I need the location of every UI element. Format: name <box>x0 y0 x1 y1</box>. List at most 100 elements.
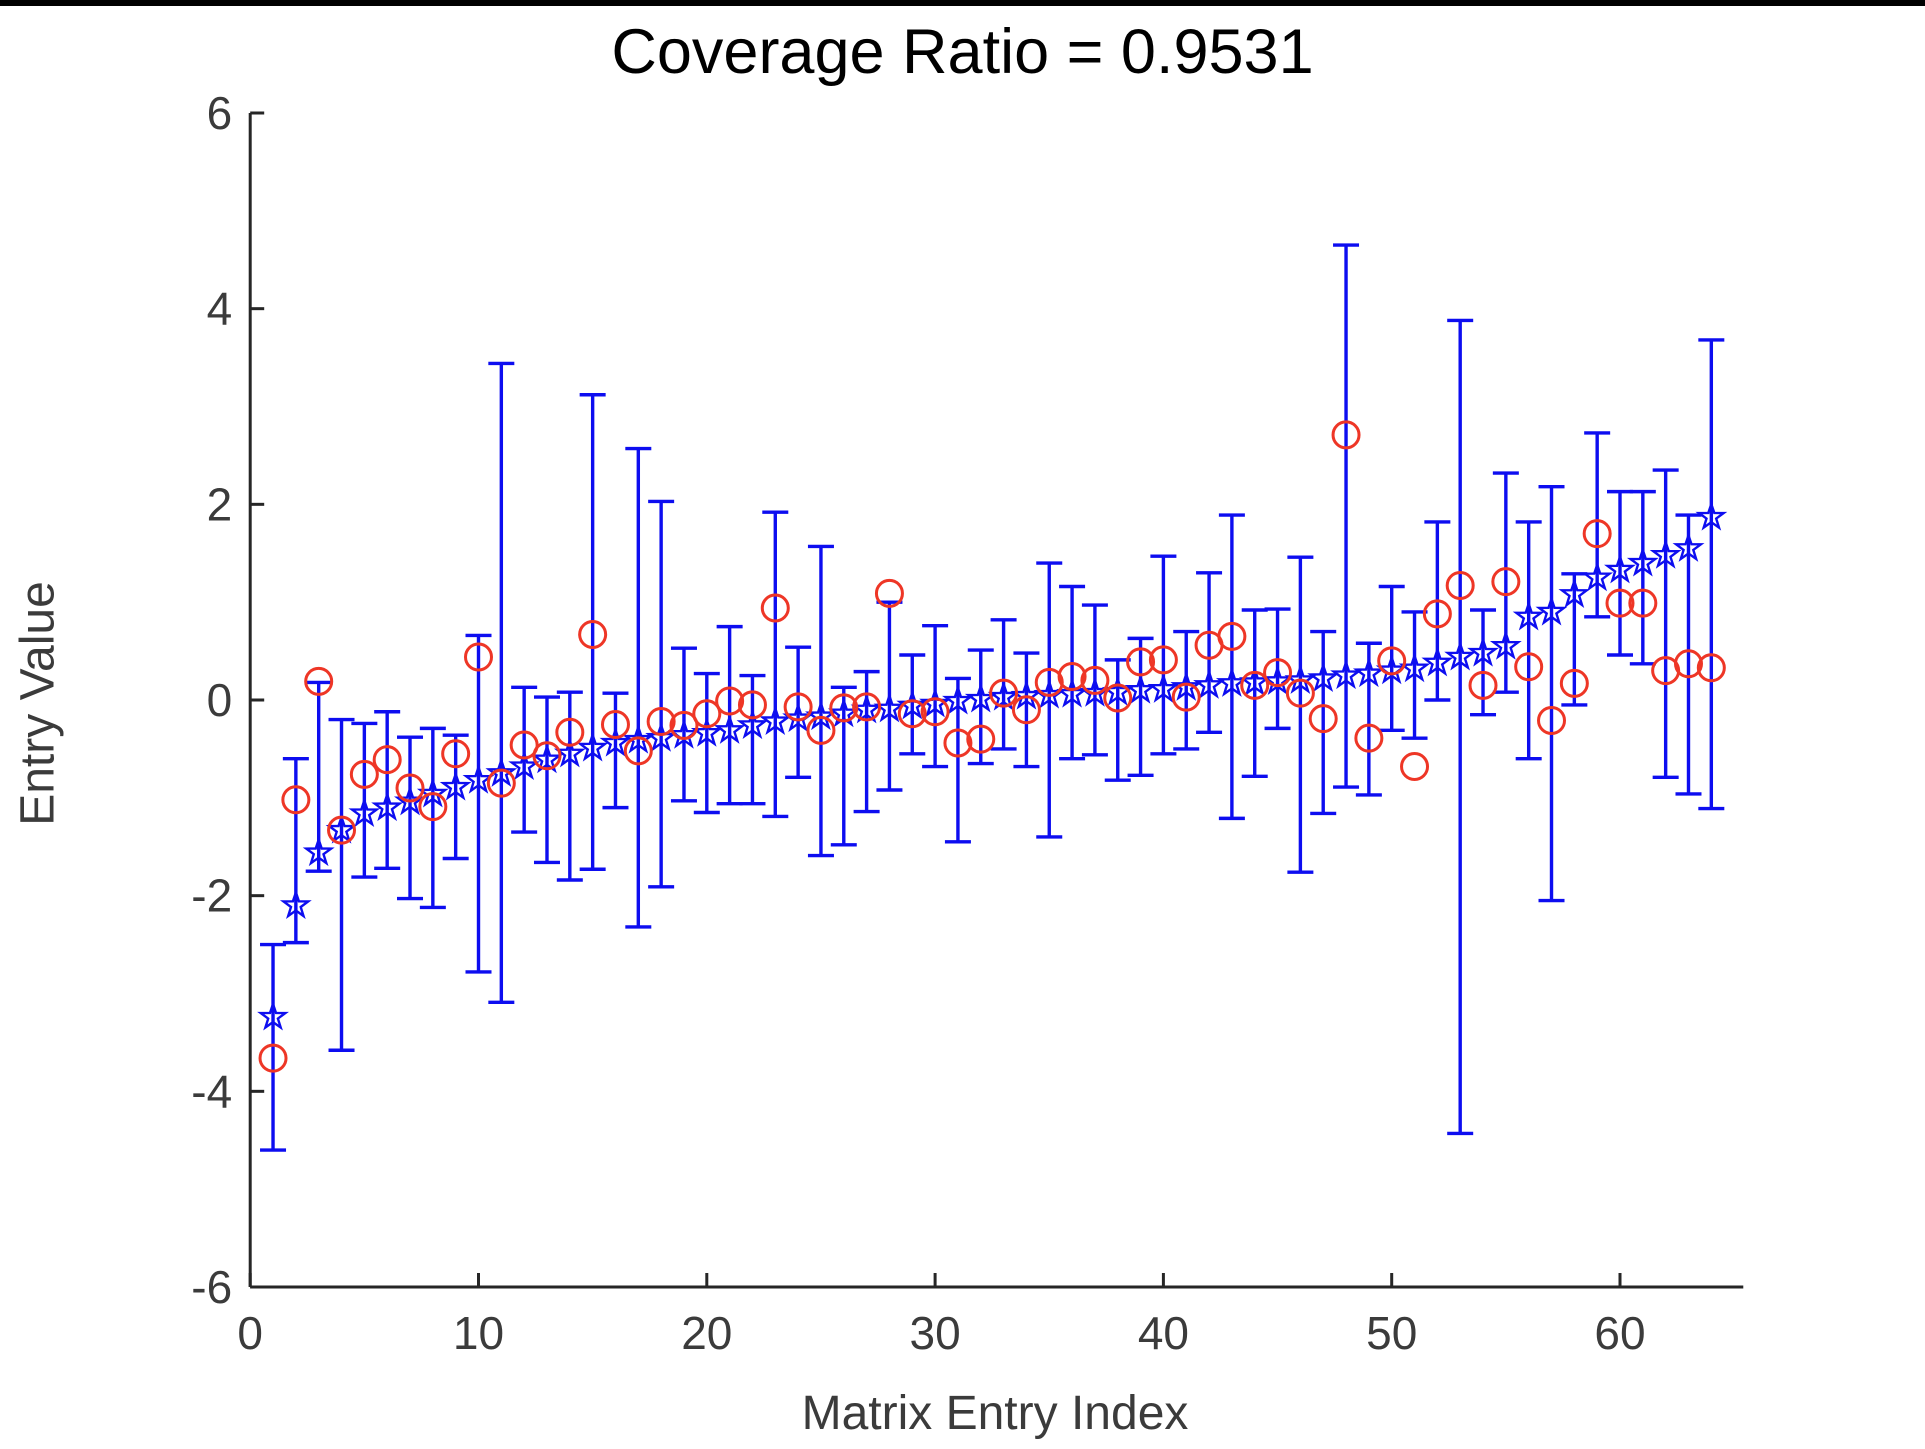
estimate-star-marker <box>1672 531 1705 562</box>
error-bar <box>260 942 287 1152</box>
error-bar <box>442 733 469 861</box>
estimate-star-marker <box>1535 595 1568 626</box>
true-value-circle-marker <box>1537 706 1567 736</box>
true-value-circle-marker <box>1240 670 1270 700</box>
error-bar <box>944 676 971 844</box>
estimate-star-marker <box>371 790 404 822</box>
estimate-star-marker <box>485 756 518 787</box>
error-bar <box>579 393 606 871</box>
estimate-star-marker <box>668 718 700 749</box>
true-value-circle-marker <box>646 707 676 737</box>
x-tick-label: 0 <box>237 1307 263 1359</box>
true-value-circle-marker <box>760 593 790 623</box>
error-bars <box>260 243 1725 1152</box>
estimate-star-marker <box>348 796 381 828</box>
true-value-circle-markers <box>258 420 1726 1073</box>
true-value-circle-marker <box>600 709 630 739</box>
true-value-circle-marker <box>509 730 539 760</box>
true-value-circle-marker <box>1673 649 1703 679</box>
estimate-star-marker <box>599 726 632 757</box>
true-value-circle-marker <box>669 710 699 740</box>
estimate-star-marker <box>325 813 358 844</box>
true-value-circle-marker <box>1011 695 1041 725</box>
true-value-circle-marker <box>1103 683 1133 713</box>
error-bar <box>1607 489 1633 657</box>
estimate-star-marker <box>531 742 563 774</box>
true-value-circle-marker <box>464 642 493 672</box>
error-bar <box>967 648 994 766</box>
true-value-circle-marker <box>555 717 585 747</box>
error-bar <box>374 710 401 870</box>
true-value-circle-marker <box>327 815 357 845</box>
true-value-circle-marker <box>623 736 653 766</box>
estimate-star-marker <box>1695 500 1728 531</box>
true-value-circle-marker <box>783 692 813 722</box>
axes <box>248 111 1744 1289</box>
true-value-circle-marker <box>1400 752 1430 782</box>
true-value-circle-marker <box>304 666 334 696</box>
error-bar <box>1584 431 1611 619</box>
estimate-star-marker <box>736 708 769 740</box>
y-tick-label: -4 <box>191 1065 232 1117</box>
error-bar <box>1492 471 1519 694</box>
chart-title: Coverage Ratio = 0.9531 <box>611 17 1314 87</box>
y-tick-label: 4 <box>207 283 233 335</box>
error-bar <box>830 685 857 847</box>
true-value-circle-marker <box>532 741 562 771</box>
estimate-star-marker <box>279 888 312 920</box>
true-value-circle-marker <box>1080 665 1110 695</box>
estimate-star-marker <box>553 737 586 768</box>
error-bar <box>1013 651 1040 769</box>
true-value-circle-marker <box>486 768 516 798</box>
error-bar <box>1629 489 1656 666</box>
estimate-star-marker <box>1193 668 1225 699</box>
estimate-star-marker <box>1330 658 1362 690</box>
estimate-star-marker <box>1352 656 1385 688</box>
estimate-star-marker <box>1147 672 1180 703</box>
error-bar <box>625 446 652 929</box>
x-tick-label: 50 <box>1366 1307 1417 1359</box>
error-bar <box>533 695 560 865</box>
true-value-circle-marker <box>1491 567 1521 597</box>
error-bar <box>1515 520 1542 761</box>
x-tick-label: 30 <box>910 1307 961 1359</box>
true-value-circle-marker <box>1377 646 1407 676</box>
estimate-star-marker <box>713 713 746 744</box>
true-value-circle-marker <box>1263 658 1293 688</box>
estimate-star-marker <box>759 704 792 736</box>
error-bar <box>465 633 492 974</box>
estimate-star-marker <box>1124 673 1157 704</box>
estimate-star-marker <box>576 731 609 762</box>
estimate-star-marker <box>1558 577 1591 608</box>
true-value-circle-marker <box>1034 667 1064 697</box>
x-tick-label: 20 <box>681 1307 732 1359</box>
true-value-circle-marker <box>1354 723 1384 753</box>
error-bar <box>1287 555 1314 874</box>
error-bar <box>1675 513 1702 796</box>
estimate-star-marker <box>1649 538 1682 569</box>
estimate-star-marker <box>1375 653 1408 685</box>
estimate-star-marker <box>919 687 952 718</box>
error-bar <box>488 361 515 1005</box>
error-bar <box>1310 629 1337 816</box>
true-value-circle-marker <box>897 699 927 729</box>
estimate-star-marker <box>645 721 678 752</box>
true-value-circle-marker <box>1057 662 1087 692</box>
true-value-circle-marker <box>1148 645 1178 675</box>
estimate-star-marker <box>1307 661 1340 693</box>
estimate-star-marker <box>1581 560 1614 592</box>
y-tick-label: -6 <box>191 1261 232 1313</box>
estimate-star-marker <box>1626 546 1659 577</box>
y-tick-label: -2 <box>191 870 232 922</box>
true-value-circle-marker <box>281 785 311 815</box>
estimate-star-marker <box>1512 600 1545 631</box>
estimate-star-marker <box>622 723 655 754</box>
true-value-circle-marker <box>1514 652 1544 682</box>
error-bar <box>648 499 675 889</box>
true-value-circle-marker <box>1582 519 1612 549</box>
estimate-star-marker <box>1215 666 1248 697</box>
true-value-circle-marker <box>737 690 767 720</box>
x-tick-label: 60 <box>1594 1307 1645 1359</box>
true-value-circle-marker <box>1171 682 1201 712</box>
